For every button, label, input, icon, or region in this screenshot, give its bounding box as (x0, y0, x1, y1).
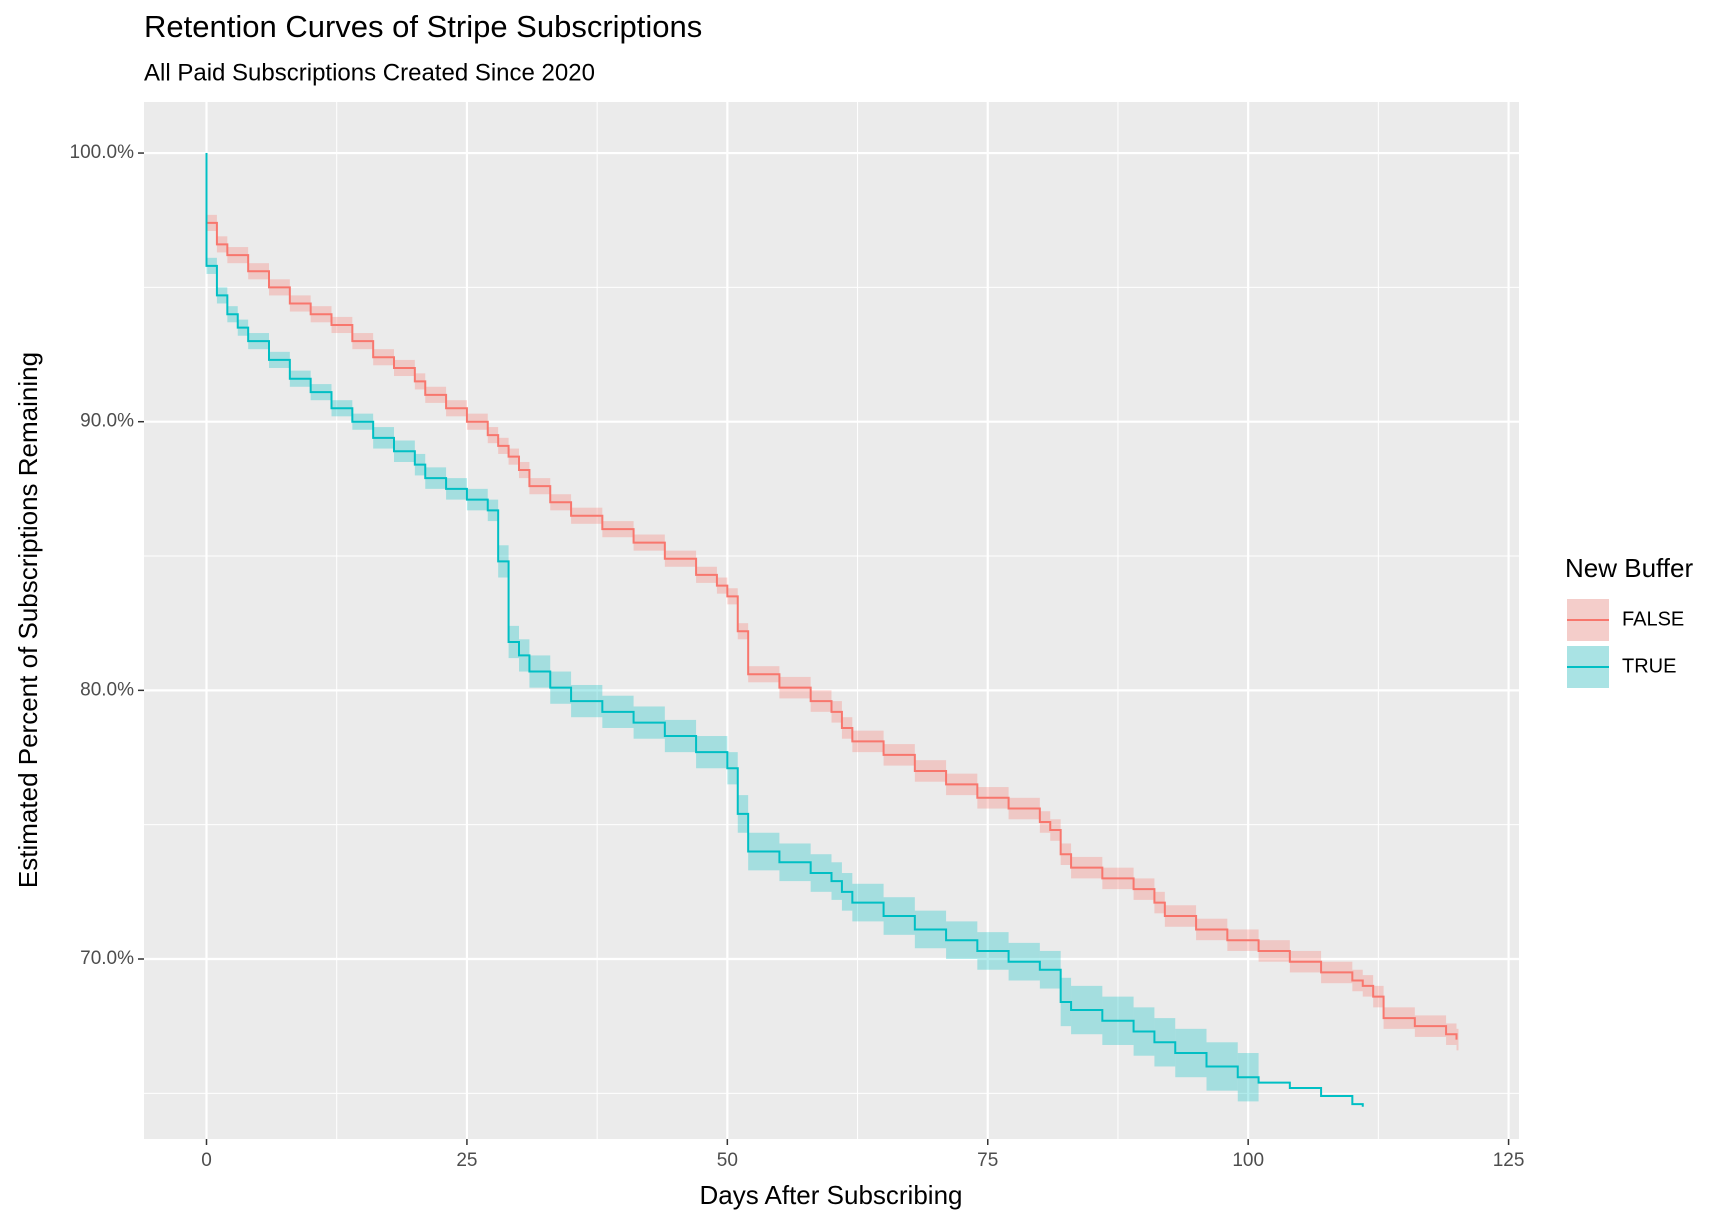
x-tick-label: 0 (201, 1150, 212, 1171)
y-axis-label: Estimated Percent of Subscriptions Remai… (13, 352, 43, 888)
plot-panel (144, 102, 1519, 1139)
x-tick-label: 100 (1232, 1150, 1264, 1171)
x-tick-label: 125 (1493, 1150, 1525, 1171)
x-tick-label: 25 (456, 1150, 477, 1171)
y-tick-label: 80.0% (80, 679, 134, 700)
survival-line (205, 153, 1364, 1107)
y-tick-label: 90.0% (80, 411, 134, 432)
x-tick-label: 50 (717, 1150, 738, 1171)
x-tick-label: 75 (977, 1150, 998, 1171)
chart-title: Retention Curves of Stripe Subscriptions (144, 9, 702, 44)
legend-label: FALSE (1622, 608, 1684, 630)
y-tick-label: 100.0% (70, 142, 135, 163)
legend-title: New Buffer (1565, 553, 1693, 583)
y-tick-label: 70.0% (80, 948, 134, 969)
survival-line (205, 153, 1458, 1040)
chart-subtitle: All Paid Subscriptions Created Since 202… (144, 59, 595, 86)
x-axis-label: Days After Subscribing (699, 1180, 962, 1210)
legend-label: TRUE (1622, 655, 1676, 677)
